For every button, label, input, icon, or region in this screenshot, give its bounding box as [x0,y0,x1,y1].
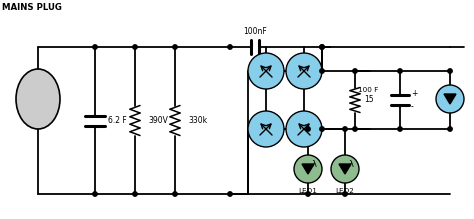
Circle shape [93,45,97,49]
Circle shape [248,111,284,147]
Ellipse shape [16,69,60,129]
Text: 15: 15 [364,95,374,104]
Circle shape [133,45,137,49]
Circle shape [353,69,357,73]
Circle shape [133,192,137,196]
Circle shape [306,192,310,196]
Text: LED1: LED1 [299,188,318,194]
Circle shape [320,69,324,73]
Circle shape [331,155,359,183]
Polygon shape [339,164,351,174]
Polygon shape [302,164,314,174]
Circle shape [398,69,402,73]
Circle shape [343,127,347,131]
Text: 100nF: 100nF [243,27,267,36]
Circle shape [448,69,452,73]
Text: 390V: 390V [148,116,168,125]
Circle shape [320,127,324,131]
Polygon shape [444,94,456,104]
Circle shape [173,45,177,49]
Circle shape [320,45,324,49]
Circle shape [436,85,464,113]
Circle shape [398,127,402,131]
Circle shape [248,53,284,89]
Circle shape [173,192,177,196]
Circle shape [294,155,322,183]
Circle shape [353,127,357,131]
Text: +: + [411,88,418,97]
Text: 100 F: 100 F [358,87,378,93]
Circle shape [286,53,322,89]
Text: MAINS PLUG: MAINS PLUG [2,3,62,12]
Text: λ: λ [349,160,354,169]
Circle shape [343,192,347,196]
Circle shape [306,127,310,131]
Text: LED2: LED2 [336,188,355,194]
Text: 330k: 330k [188,116,207,125]
Text: 6.2 F: 6.2 F [108,116,127,125]
Circle shape [320,45,324,49]
Circle shape [228,45,232,49]
Circle shape [286,111,322,147]
Circle shape [93,192,97,196]
Circle shape [228,192,232,196]
Circle shape [448,127,452,131]
Text: -: - [411,102,414,111]
Text: λ: λ [312,160,317,169]
